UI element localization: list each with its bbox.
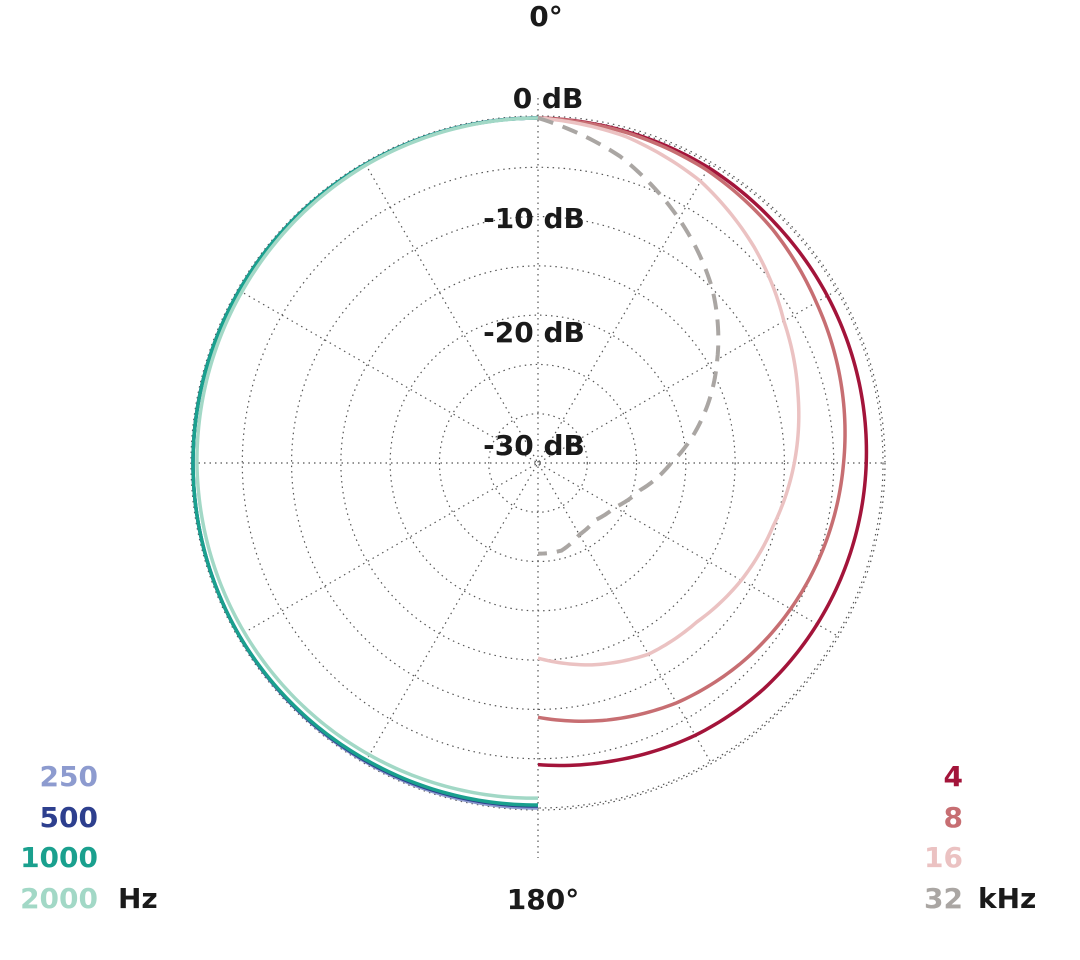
legend-left-entry: 250: [40, 760, 98, 793]
legend-left-entry: 2000: [20, 882, 98, 915]
series-line-32: [537, 116, 721, 556]
legend-right-entry: 8: [944, 801, 963, 834]
grid-ring: [192, 117, 884, 809]
series-line-16: [537, 116, 801, 667]
grid-ring: [488, 413, 588, 513]
legend-left-entry: 1000: [20, 841, 98, 874]
series-line-4: [537, 116, 869, 768]
ring-label-minus10db: -10 dB: [483, 202, 585, 235]
grid-ring: [340, 265, 736, 661]
angle-label-top: 0°: [529, 0, 562, 33]
legend-left: 250 500 1000 2000 Hz: [20, 760, 158, 915]
grid-ring: [438, 363, 638, 563]
legend-left-entry: 500: [40, 801, 98, 834]
legend-right-entry: 32: [924, 882, 963, 915]
ring-label-minus20db: -20 dB: [483, 316, 585, 349]
ring-label-minus30db: -30 dB: [483, 429, 585, 462]
legend-right-entry: 16: [924, 841, 963, 874]
ring-label-0db: 0 dB: [513, 82, 584, 115]
grid-spoke: [364, 163, 712, 763]
series-line-8: [537, 116, 847, 723]
legend-right: 4 8 16 32 kHz: [924, 760, 1036, 915]
legend-right-unit: kHz: [978, 882, 1036, 915]
angle-label-bottom: 180°: [507, 883, 579, 916]
polar-grid: [190, 98, 886, 858]
grid-ring: [241, 166, 835, 760]
series-line-2000: [195, 116, 539, 800]
legend-right-entry: 4: [944, 760, 963, 793]
grid-spoke: [364, 163, 712, 763]
legend-left-unit: Hz: [118, 882, 158, 915]
series-layer: [191, 116, 869, 810]
grid-ring: [290, 215, 786, 711]
